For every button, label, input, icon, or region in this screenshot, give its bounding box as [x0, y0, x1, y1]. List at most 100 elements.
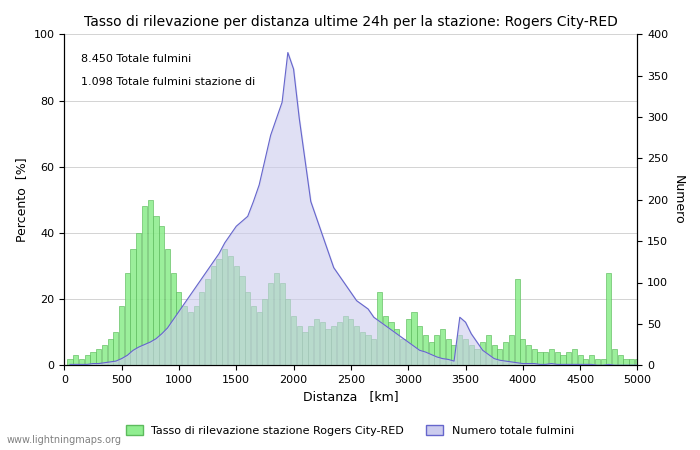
- Bar: [561, 356, 566, 365]
- Bar: [211, 266, 216, 365]
- Bar: [423, 335, 428, 365]
- Bar: [96, 349, 101, 365]
- Bar: [578, 356, 582, 365]
- Bar: [119, 306, 124, 365]
- Bar: [394, 329, 399, 365]
- Bar: [365, 335, 371, 365]
- Bar: [434, 335, 440, 365]
- Text: 1.098 Totale fulmini stazione di: 1.098 Totale fulmini stazione di: [81, 77, 256, 87]
- Title: Tasso di rilevazione per distanza ultime 24h per la stazione: Rogers City-RED: Tasso di rilevazione per distanza ultime…: [84, 15, 618, 29]
- Bar: [222, 249, 228, 365]
- Bar: [503, 342, 508, 365]
- Bar: [400, 339, 405, 365]
- Bar: [612, 349, 617, 365]
- Bar: [543, 352, 548, 365]
- Bar: [326, 329, 330, 365]
- Bar: [601, 359, 606, 365]
- Legend: Tasso di rilevazione stazione Rogers City-RED, Numero totale fulmini: Tasso di rilevazione stazione Rogers Cit…: [121, 420, 579, 440]
- Bar: [257, 312, 262, 365]
- Bar: [193, 306, 199, 365]
- Bar: [349, 319, 354, 365]
- Bar: [549, 349, 554, 365]
- Bar: [188, 312, 193, 365]
- Bar: [171, 273, 176, 365]
- Bar: [108, 339, 113, 365]
- Bar: [268, 283, 273, 365]
- Bar: [274, 273, 279, 365]
- Bar: [320, 322, 325, 365]
- Bar: [113, 332, 118, 365]
- Bar: [606, 273, 611, 365]
- Bar: [314, 319, 319, 365]
- Bar: [389, 322, 393, 365]
- Bar: [469, 345, 474, 365]
- Bar: [228, 256, 233, 365]
- Bar: [337, 322, 342, 365]
- Bar: [199, 292, 204, 365]
- Bar: [566, 352, 571, 365]
- Bar: [159, 226, 164, 365]
- Bar: [153, 216, 159, 365]
- Y-axis label: Numero: Numero: [672, 175, 685, 225]
- Bar: [165, 249, 170, 365]
- Bar: [583, 359, 589, 365]
- Bar: [526, 345, 531, 365]
- Text: 8.450 Totale fulmini: 8.450 Totale fulmini: [81, 54, 192, 64]
- Bar: [497, 349, 503, 365]
- Bar: [532, 349, 537, 365]
- Bar: [629, 359, 634, 365]
- Bar: [595, 359, 600, 365]
- Bar: [354, 325, 359, 365]
- Bar: [182, 306, 187, 365]
- Bar: [342, 315, 348, 365]
- Bar: [239, 276, 244, 365]
- X-axis label: Distanza   [km]: Distanza [km]: [303, 391, 399, 404]
- Bar: [520, 339, 526, 365]
- Bar: [291, 315, 296, 365]
- Bar: [538, 352, 542, 365]
- Bar: [617, 356, 623, 365]
- Bar: [216, 259, 222, 365]
- Bar: [90, 352, 95, 365]
- Bar: [371, 339, 377, 365]
- Bar: [297, 325, 302, 365]
- Bar: [308, 325, 314, 365]
- Y-axis label: Percento  [%]: Percento [%]: [15, 158, 28, 242]
- Bar: [486, 335, 491, 365]
- Bar: [428, 342, 434, 365]
- Bar: [136, 233, 141, 365]
- Bar: [142, 207, 147, 365]
- Bar: [463, 339, 468, 365]
- Bar: [589, 356, 594, 365]
- Bar: [554, 352, 560, 365]
- Bar: [440, 329, 445, 365]
- Bar: [205, 279, 210, 365]
- Bar: [125, 273, 130, 365]
- Bar: [480, 342, 485, 365]
- Bar: [251, 306, 256, 365]
- Bar: [514, 279, 519, 365]
- Bar: [85, 356, 90, 365]
- Bar: [491, 345, 497, 365]
- Bar: [74, 356, 78, 365]
- Bar: [302, 332, 307, 365]
- Bar: [245, 292, 251, 365]
- Bar: [234, 266, 239, 365]
- Bar: [262, 299, 267, 365]
- Bar: [148, 200, 153, 365]
- Bar: [285, 299, 290, 365]
- Bar: [635, 359, 640, 365]
- Bar: [383, 315, 388, 365]
- Bar: [176, 292, 181, 365]
- Bar: [130, 249, 136, 365]
- Bar: [452, 345, 456, 365]
- Bar: [79, 359, 84, 365]
- Bar: [405, 319, 411, 365]
- Bar: [377, 292, 382, 365]
- Text: www.lightningmaps.org: www.lightningmaps.org: [7, 435, 122, 445]
- Bar: [509, 335, 514, 365]
- Bar: [457, 335, 463, 365]
- Bar: [102, 345, 107, 365]
- Bar: [412, 312, 416, 365]
- Bar: [475, 349, 480, 365]
